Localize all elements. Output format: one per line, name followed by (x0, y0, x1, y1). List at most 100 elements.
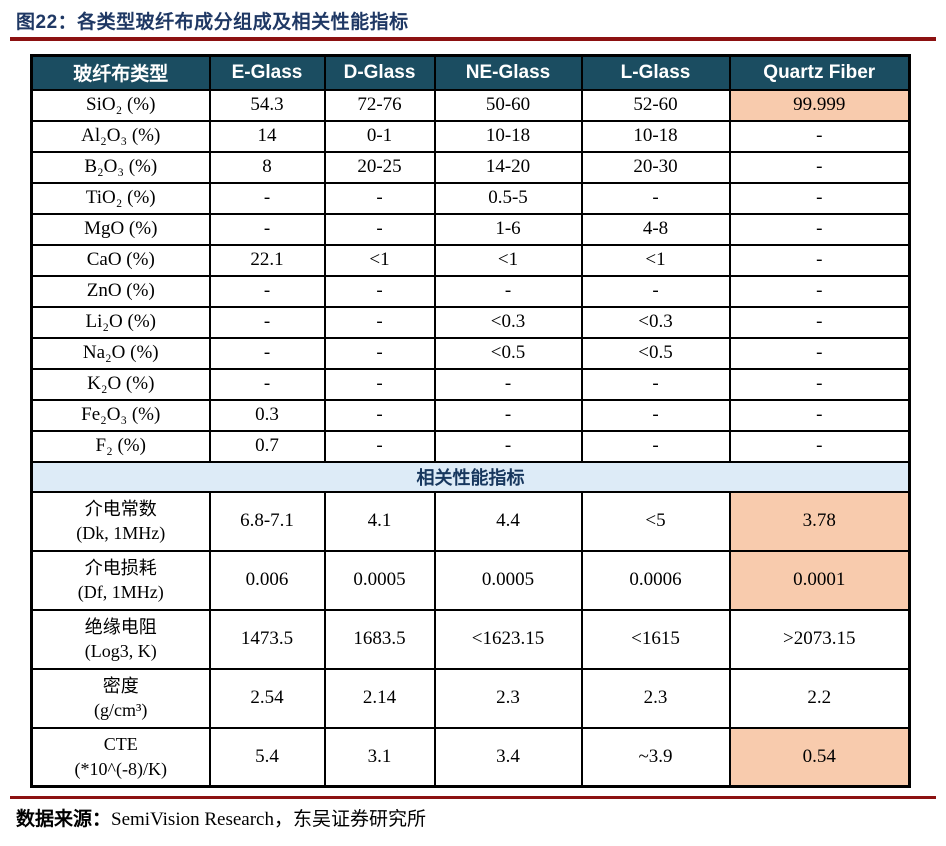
value-cell: 54.3 (208, 88, 326, 122)
value-cell: - (323, 212, 436, 246)
value-cell: <0.3 (580, 305, 731, 339)
value-cell: 3.78 (728, 490, 911, 552)
value-cell: 1473.5 (208, 608, 326, 670)
composition-row: Li₂O (%) - - <0.3 <0.3- (30, 305, 911, 339)
column-header: NE-Glass (433, 54, 583, 91)
value-cell: 22.1 (208, 243, 326, 277)
value-cell: - (323, 367, 436, 401)
row-label: Na₂O (%) (30, 336, 211, 370)
row-label: CaO (%) (30, 243, 211, 277)
value-cell: 0.0006 (580, 549, 731, 611)
row-label: ZnO (%) (30, 274, 211, 308)
title-divider (10, 37, 936, 41)
row-label: F₂ (%) (30, 429, 211, 463)
composition-row: SiO₂ (%) 54.3 72-76 50-60 52-60 99.999 (30, 88, 911, 122)
row-label: 绝缘电阻 (Log3, K) (30, 608, 211, 670)
value-cell: - (323, 181, 436, 215)
metric-unit: (g/cm³) (94, 700, 148, 720)
value-cell: 99.999 (728, 88, 911, 122)
value-cell: 0.5-5 (433, 181, 583, 215)
value-cell: <0.5 (580, 336, 731, 370)
value-cell: - (433, 429, 583, 463)
metric-unit: (Log3, K) (84, 641, 157, 661)
value-cell: 0.54 (728, 726, 911, 788)
value-cell: 72-76 (323, 88, 436, 122)
value-cell: - (728, 212, 911, 246)
row-label: Fe₂O₃ (%) (30, 398, 211, 432)
value-cell: 2.54 (208, 667, 326, 729)
composition-row: Na₂O (%) - - <0.5 <0.5- (30, 336, 911, 370)
value-cell: <1623.15 (433, 608, 583, 670)
composition-row: Al₂O₃ (%) 14 0-1 10-18 10-18- (30, 119, 911, 153)
performance-row: CTE (*10^(-8)/K) 5.4 3.1 3.4 ~3.9 0.54 (30, 726, 911, 788)
value-cell: 1683.5 (323, 608, 436, 670)
performance-row: 密度 (g/cm³) 2.54 2.14 2.3 2.3 2.2 (30, 667, 911, 729)
value-cell: - (728, 336, 911, 370)
value-cell: 3.1 (323, 726, 436, 788)
glass-fiber-table: 玻纤布类型 E-Glass D-Glass NE-Glass L-Glass Quartz… (30, 54, 911, 788)
value-cell: - (580, 181, 731, 215)
value-cell: - (728, 150, 911, 184)
value-cell: 0.0005 (433, 549, 583, 611)
value-cell: - (433, 274, 583, 308)
value-cell: - (208, 274, 326, 308)
value-cell: 0.7 (208, 429, 326, 463)
source-divider (10, 796, 936, 799)
value-cell: - (580, 398, 731, 432)
value-cell: 2.3 (433, 667, 583, 729)
value-cell: 2.14 (323, 667, 436, 729)
value-cell: - (728, 243, 911, 277)
value-cell: 52-60 (580, 88, 731, 122)
value-cell: - (728, 119, 911, 153)
metric-name: 密度 (102, 675, 139, 696)
value-cell: - (433, 367, 583, 401)
metric-name: 介电损耗 (84, 557, 157, 578)
row-label: SiO₂ (%) (30, 88, 211, 122)
value-cell: 20-30 (580, 150, 731, 184)
composition-row: B₂O₃ (%) 8 20-25 14-20 20-30- (30, 150, 911, 184)
value-cell: 10-18 (433, 119, 583, 153)
value-cell: - (323, 429, 436, 463)
performance-row: 介电常数 (Dk, 1MHz) 6.8-7.1 4.1 4.4 <5 3.78 (30, 490, 911, 552)
value-cell: 3.4 (433, 726, 583, 788)
performance-row: 绝缘电阻 (Log3, K) 1473.5 1683.5 <1623.15 <1615 >2… (30, 608, 911, 670)
row-label: 密度 (g/cm³) (30, 667, 211, 729)
value-cell: 20-25 (323, 150, 436, 184)
composition-row: K₂O (%) - - - - - (30, 367, 911, 401)
value-cell: 2.3 (580, 667, 731, 729)
row-label: 介电常数 (Dk, 1MHz) (30, 490, 211, 552)
column-header: 玻纤布类型 (30, 54, 211, 91)
composition-row: ZnO (%) - - - - - (30, 274, 911, 308)
metric-unit: (Dk, 1MHz) (76, 523, 166, 543)
value-cell: <0.3 (433, 305, 583, 339)
row-label: 介电损耗 (Df, 1MHz) (30, 549, 211, 611)
value-cell: <0.5 (433, 336, 583, 370)
composition-row: F₂ (%) 0.7- - - - (30, 429, 911, 463)
composition-row: MgO (%) - -1-6 4-8- (30, 212, 911, 246)
value-cell: 6.8-7.1 (208, 490, 326, 552)
value-cell: - (208, 336, 326, 370)
value-cell: <1615 (580, 608, 731, 670)
value-cell: - (208, 305, 326, 339)
value-cell: <1 (323, 243, 436, 277)
section-header: 相关性能指标 (30, 460, 911, 493)
composition-body: SiO₂ (%) 54.3 72-76 50-60 52-60 99.999 Al₂O₃ (… (30, 88, 911, 463)
value-cell: 0-1 (323, 119, 436, 153)
value-cell: - (323, 305, 436, 339)
source-text: SemiVision Research，东吴证券研究所 (111, 809, 426, 830)
value-cell: - (323, 336, 436, 370)
value-cell: 2.2 (728, 667, 911, 729)
metric-name: 介电常数 (84, 498, 157, 519)
row-label: K₂O (%) (30, 367, 211, 401)
value-cell: 0.006 (208, 549, 326, 611)
column-header: Quartz Fiber (728, 54, 911, 91)
metric-name: 绝缘电阻 (84, 616, 157, 637)
row-label: B₂O₃ (%) (30, 150, 211, 184)
value-cell: - (728, 367, 911, 401)
value-cell: - (580, 367, 731, 401)
value-cell: - (208, 367, 326, 401)
column-header: E-Glass (208, 54, 326, 91)
composition-row: TiO₂ (%) - -0.5-5- - (30, 181, 911, 215)
value-cell: 14-20 (433, 150, 583, 184)
